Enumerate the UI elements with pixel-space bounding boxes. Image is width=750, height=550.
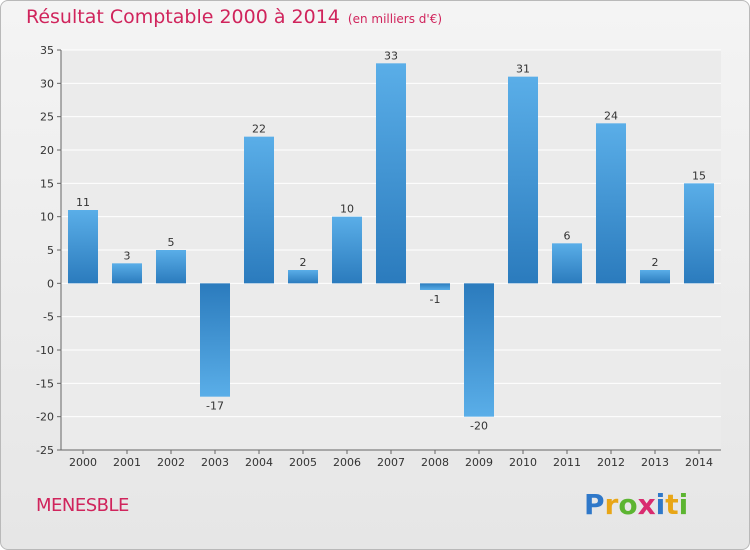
logo-letter: i	[678, 488, 689, 521]
title-unit: (en milliers d'€)	[347, 12, 443, 26]
logo-letter: P	[584, 488, 605, 521]
y-tick-label: -10	[36, 344, 54, 357]
x-tick-label: 2009	[465, 456, 493, 469]
x-tick-label: 2006	[333, 456, 361, 469]
bar-2000	[68, 210, 98, 284]
x-tick-label: 2014	[685, 456, 713, 469]
x-tick-label: 2005	[289, 456, 317, 469]
data-label-2006: 10	[340, 203, 354, 216]
y-tick-label: 10	[40, 211, 54, 224]
data-label-2000: 11	[76, 196, 90, 209]
logo-letter: i	[655, 488, 666, 521]
y-tick-label: -15	[36, 377, 54, 390]
data-label-2007: 33	[384, 49, 398, 62]
x-tick-label: 2000	[69, 456, 97, 469]
bar-2010	[508, 76, 538, 284]
data-label-2004: 22	[252, 123, 266, 136]
data-label-2009: -20	[470, 420, 488, 433]
y-tick-label: 30	[40, 77, 54, 90]
chart-title: Résultat Comptable 2000 à 2014 (en millie…	[26, 6, 442, 28]
y-tick-label: 5	[47, 244, 54, 257]
y-tick-label: -5	[43, 311, 54, 324]
x-tick-label: 2010	[509, 456, 537, 469]
bar-2008	[420, 283, 450, 290]
x-tick-label: 2003	[201, 456, 229, 469]
y-tick-label: -25	[36, 444, 54, 457]
bar-2001	[112, 263, 142, 284]
x-tick-label: 2013	[641, 456, 669, 469]
location-name: MENESBLE	[36, 495, 129, 516]
bar-2005	[288, 270, 318, 284]
y-tick-label: 15	[40, 177, 54, 190]
bar-2009	[464, 283, 494, 417]
title-text: Résultat Comptable 2000 à 2014	[26, 6, 340, 28]
bar-2011	[552, 243, 582, 284]
logo-letter: t	[665, 488, 679, 521]
data-label-2002: 5	[168, 236, 175, 249]
bar-2014	[684, 183, 714, 284]
bar-2012	[596, 123, 626, 284]
x-tick-label: 2001	[113, 456, 141, 469]
logo-letter: o	[618, 488, 638, 521]
y-tick-label: 20	[40, 144, 54, 157]
data-label-2001: 3	[124, 249, 131, 262]
bar-2006	[332, 216, 362, 284]
x-tick-label: 2007	[377, 456, 405, 469]
bar-2013	[640, 270, 670, 284]
x-tick-label: 2012	[597, 456, 625, 469]
y-tick-label: 0	[47, 277, 54, 290]
data-label-2005: 2	[300, 256, 307, 269]
data-label-2011: 6	[564, 229, 571, 242]
data-label-2014: 15	[692, 169, 706, 182]
data-label-2013: 2	[652, 256, 659, 269]
logo-letter: x	[637, 488, 656, 521]
x-tick-label: 2011	[553, 456, 581, 469]
x-tick-label: 2008	[421, 456, 449, 469]
logo-letter: r	[604, 488, 619, 521]
data-label-2012: 24	[604, 109, 618, 122]
bar-2007	[376, 63, 406, 284]
bar-2003	[200, 283, 230, 397]
bar-2004	[244, 136, 274, 284]
x-tick-label: 2002	[157, 456, 185, 469]
data-label-2008: -1	[430, 293, 441, 306]
y-tick-label: 25	[40, 111, 54, 124]
data-label-2010: 31	[516, 63, 530, 76]
x-tick-label: 2004	[245, 456, 273, 469]
y-tick-label: -20	[36, 411, 54, 424]
y-tick-label: 35	[40, 44, 54, 57]
bar-2002	[156, 250, 186, 284]
data-label-2003: -17	[206, 400, 224, 413]
proxiti-logo: Proxiti	[584, 488, 688, 521]
